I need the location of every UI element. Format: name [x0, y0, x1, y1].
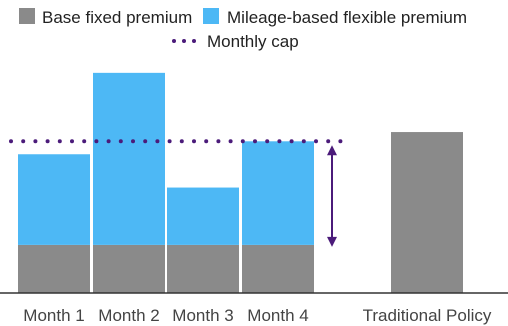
bar-flexible-2 [93, 72, 165, 245]
cap-dot [106, 139, 111, 144]
cap-dot [57, 139, 62, 144]
legend-swatch-cap [172, 39, 196, 43]
cap-dot [204, 139, 209, 144]
cap-dot [228, 139, 233, 144]
bar-base-4 [242, 244, 314, 293]
x-tick-label: Month 4 [247, 306, 308, 325]
cap-dot [9, 139, 13, 144]
bar-base-2 [93, 244, 165, 293]
cap-dot [131, 139, 135, 144]
cap-dot [94, 139, 99, 144]
legend-label-flexible: Mileage-based flexible premium [227, 8, 467, 27]
x-tick-labels: Month 1 Month 2 Month 3 Month 4 Traditional … [23, 306, 492, 325]
legend-label-base: Base fixed premium [42, 8, 192, 27]
cap-dot [265, 139, 270, 144]
cap-difference-arrow [327, 145, 337, 247]
cap-dot [155, 139, 160, 144]
bars-layer [18, 72, 463, 293]
legend-label-cap: Monthly cap [207, 32, 299, 51]
bar-base-5 [391, 132, 463, 293]
cap-dot [33, 139, 38, 144]
cap-dot [216, 139, 221, 144]
bar-flexible-1 [18, 154, 90, 245]
bar-base-1 [18, 244, 90, 293]
x-tick-label: Traditional Policy [363, 306, 492, 325]
legend-swatch-base [19, 8, 35, 24]
x-tick-label: Month 3 [172, 306, 233, 325]
bar-flexible-3 [167, 187, 239, 245]
cap-dot [192, 139, 196, 144]
cap-dot [314, 139, 318, 144]
cap-dot [179, 139, 184, 144]
arrow-head-down [327, 236, 337, 247]
x-tick-label: Month 1 [23, 306, 84, 325]
cap-dot [289, 139, 294, 144]
cap-dot [118, 139, 123, 144]
cap-dot [326, 139, 331, 144]
bar-base-3 [167, 244, 239, 293]
cap-dot [277, 139, 282, 144]
arrow-head-up [327, 145, 337, 156]
cap-dot [143, 139, 148, 144]
x-tick-label: Month 2 [98, 306, 159, 325]
monthly-cap-line [9, 139, 343, 144]
cap-dot [253, 139, 257, 144]
cap-dot [70, 139, 74, 144]
cap-dot [301, 139, 306, 144]
cap-dot [21, 139, 26, 144]
cap-dot [82, 139, 87, 144]
cap-dot [167, 139, 172, 144]
bar-flexible-4 [242, 141, 314, 245]
cap-dot [45, 139, 50, 144]
cap-dot [338, 139, 343, 144]
legend-swatch-flexible [203, 8, 219, 24]
cap-dot [240, 139, 245, 144]
legend: Base fixed premium Mileage-based flexibl… [19, 8, 467, 51]
